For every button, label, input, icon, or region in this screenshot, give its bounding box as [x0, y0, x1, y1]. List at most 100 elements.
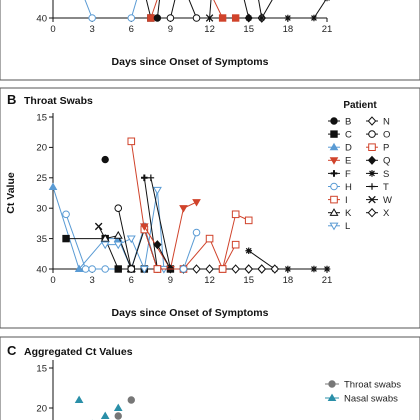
series-x-point — [244, 264, 254, 274]
x-tick-label: 9 — [168, 24, 173, 35]
series-l-point — [100, 241, 110, 250]
series-13-point — [310, 14, 318, 22]
series-p-point — [127, 137, 136, 146]
series-e-point — [179, 205, 188, 213]
series-s-point — [284, 265, 292, 273]
y-tick-label: 15 — [36, 112, 47, 123]
series-d-point — [48, 182, 58, 190]
legend-c-marker — [330, 130, 338, 138]
legend-q-label: Q — [383, 156, 390, 167]
x-tick-label: 12 — [204, 24, 215, 35]
series-6-point — [192, 14, 201, 22]
series-n-point — [231, 264, 240, 274]
series-q-point — [153, 240, 162, 250]
series-8-line — [213, 0, 224, 19]
series-i-point — [231, 210, 240, 219]
legend-x-marker — [367, 208, 377, 218]
series-w-point — [94, 222, 103, 231]
series-h2-point — [179, 265, 188, 273]
legend-k-label: K — [345, 208, 352, 219]
legend-t-marker — [368, 183, 376, 190]
series-throat swabs-point — [127, 396, 135, 404]
series-p2-point — [218, 265, 227, 273]
series-nasal swabs-point — [74, 395, 84, 404]
legend-b-marker — [330, 117, 338, 125]
legend-k-marker — [329, 208, 339, 216]
y-tick-label: 35 — [36, 234, 47, 245]
series-b-point — [101, 155, 109, 164]
panel-c-letter: C — [7, 343, 17, 358]
x-tick-label: 0 — [50, 275, 55, 286]
series-i-point — [205, 234, 214, 243]
series-throat swabs-point — [114, 412, 122, 420]
y-tick-label: 40 — [36, 264, 47, 275]
series-3-line — [150, 0, 158, 19]
legend-throat-swabs-label: Throat swabs — [344, 379, 401, 390]
legend-n-label: N — [383, 116, 390, 127]
x-tick-label: 3 — [89, 24, 94, 35]
series-h-point — [81, 265, 90, 273]
series-1-point — [127, 14, 136, 22]
x-tick-label: 18 — [283, 275, 294, 286]
series-l-point — [139, 265, 149, 274]
series-7-line — [209, 0, 212, 19]
series-h-point — [62, 210, 70, 219]
series-i-point — [244, 216, 253, 225]
series-4-line — [156, 0, 160, 19]
x-tick-label: 21 — [322, 24, 333, 35]
series-o-point — [114, 204, 123, 212]
y-tick-label: 20 — [36, 403, 47, 414]
series-4-point — [153, 14, 162, 22]
series-k-point — [100, 233, 110, 242]
series-c-point — [62, 234, 70, 243]
series-c-point — [114, 265, 122, 273]
x-tick-label: 15 — [243, 24, 254, 35]
legend-h-marker — [330, 182, 338, 191]
series-o-point — [127, 265, 136, 273]
panel-c-frame — [0, 336, 420, 420]
series-i-point — [153, 265, 162, 273]
series-h2-point — [192, 228, 201, 237]
series-q-line — [156, 244, 171, 270]
panel-b-letter: B — [7, 92, 16, 107]
series-h2-line — [183, 232, 197, 270]
x-tick-label: 0 — [50, 24, 55, 35]
series-s-point — [323, 265, 331, 273]
legend-o-marker — [368, 130, 376, 138]
series-6-line — [188, 0, 197, 19]
series-x-point — [257, 264, 267, 274]
panel-b: B Throat Swabs Ct Value 15 20 25 30 35 400 3 6 9… — [0, 87, 420, 329]
series-5-point — [166, 14, 175, 22]
series-0-point — [88, 14, 96, 22]
series-10-line — [243, 0, 250, 19]
legend-d-label: D — [345, 143, 352, 154]
x-tick-label: 12 — [204, 275, 215, 286]
legend-f-marker — [330, 170, 338, 177]
legend-h-label: H — [345, 182, 352, 193]
panel-b-title: Throat Swabs — [24, 95, 93, 107]
series-p-line — [130, 141, 158, 270]
legend-o-label: O — [383, 130, 390, 141]
legend-s-label: S — [383, 169, 389, 180]
legend-n-marker — [367, 116, 377, 126]
y-tick-label: 40 — [36, 13, 47, 24]
panel-b-plot: 15 20 25 30 35 400 3 6 9 12 15 18 21 — [36, 112, 332, 286]
series-8-point — [218, 14, 227, 22]
legend-s-marker — [368, 170, 376, 177]
legend-i-marker — [330, 195, 338, 204]
series-13-point — [284, 14, 292, 22]
x-tick-label: 3 — [89, 275, 94, 286]
legend-w-label: W — [383, 195, 392, 206]
series-13-point — [245, 14, 253, 22]
series-f-point — [141, 174, 148, 182]
y-tick-label: 20 — [36, 143, 47, 154]
legend-nasal-swabs-label: Nasal swabs — [344, 393, 398, 404]
series-13-point — [258, 14, 266, 22]
panel-b-legend: Patient B N C O D P E Q F S H T I W K X L — [328, 100, 392, 232]
series-h-point — [88, 265, 96, 273]
series-2-line — [145, 0, 152, 19]
series-n-point — [192, 264, 201, 274]
panel-b-xlabel: Days since Onset of Symptoms — [112, 307, 269, 319]
